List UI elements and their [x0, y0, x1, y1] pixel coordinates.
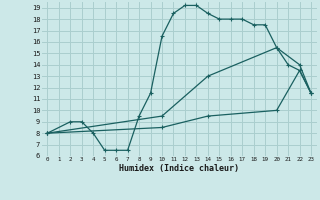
X-axis label: Humidex (Indice chaleur): Humidex (Indice chaleur): [119, 164, 239, 173]
